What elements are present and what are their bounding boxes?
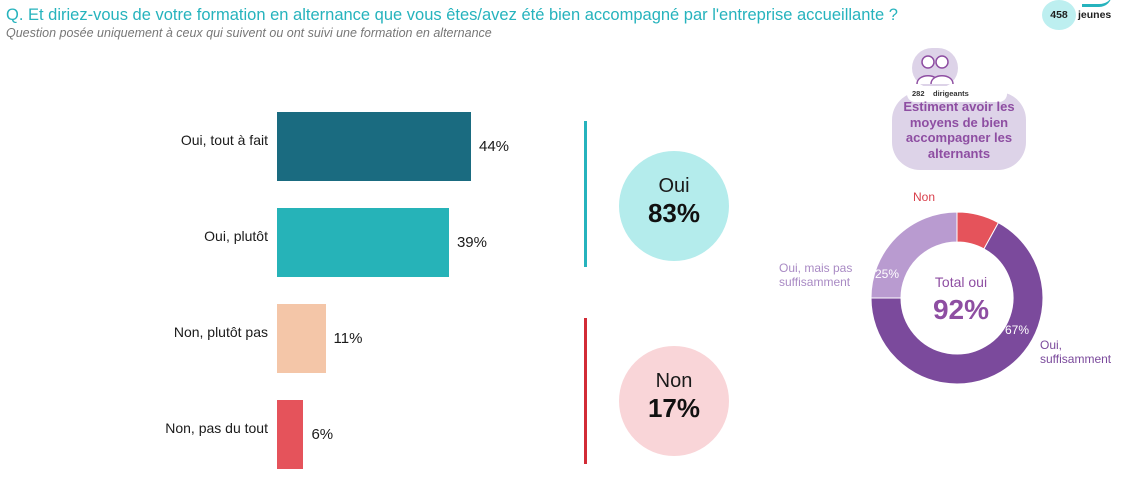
donut-center-value: 92%: [932, 294, 990, 325]
donut-label-non: Non: [913, 190, 936, 204]
badge-swoosh: [1082, 0, 1112, 7]
oui-divider-line: [584, 121, 587, 267]
non-total-word: Non: [655, 370, 693, 392]
bar-value-label: 44%: [479, 138, 510, 155]
bar-value-label: 6%: [311, 426, 334, 443]
respondents-count: 458: [1050, 9, 1068, 21]
respondents-label: jeunes: [1078, 9, 1112, 21]
bar: [277, 400, 304, 469]
donut-center-label: Total oui: [934, 274, 988, 290]
non-total-circle: Non 17%: [619, 346, 729, 456]
question-subtitle: Question posée uniquement à ceux qui sui…: [6, 26, 492, 40]
bar-category-label: Oui, tout à fait: [180, 132, 268, 148]
bar: [277, 304, 326, 373]
donut-slice-value: 67%: [1005, 323, 1029, 337]
oui-total-circle: Oui 83%: [619, 151, 729, 261]
non-divider-line: [584, 318, 587, 464]
side-panel-count: 282: [912, 89, 925, 98]
question-title: Q. Et diriez-vous de votre formation en …: [6, 6, 898, 24]
donut-label-oui-suffisamment: Oui, suffisamment: [1040, 338, 1112, 366]
side-panel-heading: Estiment avoir les moyens de bien accomp…: [903, 99, 1015, 161]
two-people-icon: [912, 48, 958, 88]
bar-value-label: 39%: [456, 234, 487, 251]
donut-slice: [870, 221, 1044, 385]
side-panel-bubble: [892, 92, 1026, 170]
bar-category-label: Non, pas du tout: [165, 420, 268, 436]
bar: [277, 112, 471, 181]
side-panel-count-pill: [907, 86, 1007, 102]
donut-label-oui-pas-suffisamment: Oui, mais pas suffisamment: [779, 261, 853, 289]
bar: [277, 208, 449, 277]
bar-value-label: 11%: [333, 330, 363, 347]
bar-category-label: Oui, plutôt: [204, 228, 268, 244]
donut-slice-value: 25%: [875, 267, 899, 281]
oui-total-word: Oui: [658, 175, 690, 197]
respondents-badge: [1042, 0, 1076, 30]
oui-total-value: 83%: [647, 198, 701, 228]
bar-category-label: Non, plutôt pas: [173, 324, 268, 340]
side-panel-count-label: dirigeants: [933, 89, 969, 98]
non-total-value: 17%: [647, 393, 701, 423]
donut-slice: [870, 211, 958, 299]
